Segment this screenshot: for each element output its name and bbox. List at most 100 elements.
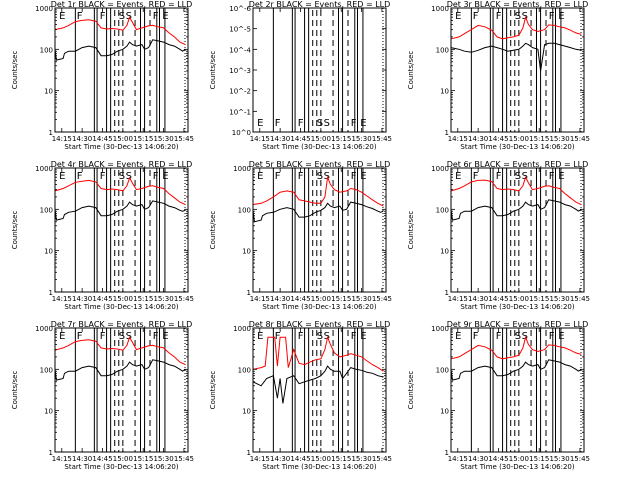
x-tick-label: 14:45 bbox=[488, 135, 508, 143]
x-tick-label: 14:45 bbox=[488, 295, 508, 303]
flag-label: F bbox=[351, 118, 357, 129]
x-tick-label: 15:30 bbox=[153, 455, 173, 463]
y-tick-label: 10 bbox=[440, 248, 449, 256]
y-tick-label: 10^-1 bbox=[229, 108, 251, 116]
y-tick-label: 100 bbox=[40, 46, 53, 54]
y-tick-label: 1 bbox=[49, 129, 53, 137]
y-tick-label: 1 bbox=[247, 449, 251, 457]
flag-label: F bbox=[549, 171, 555, 182]
x-tick-label: 14:15 bbox=[250, 135, 270, 143]
x-tick-label: 15:00 bbox=[113, 455, 133, 463]
x-tick-label: 15:45 bbox=[174, 455, 194, 463]
series-lld-line bbox=[54, 15, 186, 46]
flag-label: F bbox=[275, 331, 281, 342]
flag-label: S bbox=[324, 171, 330, 182]
plot-frame bbox=[54, 167, 189, 293]
x-tick-label: 15:45 bbox=[372, 455, 392, 463]
y-axis-label: Counts/sec bbox=[11, 371, 19, 410]
series-lld-line bbox=[450, 15, 582, 40]
x-tick-label: 14:30 bbox=[468, 295, 488, 303]
flag-label: F bbox=[473, 331, 479, 342]
series-events-line bbox=[252, 201, 384, 223]
x-tick-label: 15:45 bbox=[174, 135, 194, 143]
flag-label: F bbox=[77, 11, 83, 22]
chart-title: Det 3r BLACK = Events, RED = LLD bbox=[447, 0, 589, 9]
x-tick-label: 14:45 bbox=[92, 455, 112, 463]
flag-label: S bbox=[522, 331, 528, 342]
series-events-line bbox=[252, 365, 384, 404]
y-tick-label: 1000 bbox=[431, 325, 449, 333]
series-lld-line bbox=[54, 176, 186, 206]
x-tick-label: 14:45 bbox=[290, 135, 310, 143]
flag-label: E bbox=[455, 171, 461, 182]
x-tick-label: 15:45 bbox=[372, 295, 392, 303]
y-tick-label: 1 bbox=[445, 449, 449, 457]
flag-label: E bbox=[257, 331, 263, 342]
flag-label: F bbox=[351, 171, 357, 182]
chart-title: Det 4r BLACK = Events, RED = LLD bbox=[51, 160, 193, 169]
flag-label: F bbox=[153, 331, 159, 342]
flag-label: E bbox=[360, 171, 366, 182]
y-tick-label: 1000 bbox=[35, 5, 53, 13]
flag-label: F bbox=[473, 11, 479, 22]
y-tick-label: 1000 bbox=[431, 165, 449, 173]
x-tick-label: 14:15 bbox=[52, 135, 72, 143]
x-axis-label: Start Time (30-Dec-13 14:06:20) bbox=[64, 303, 178, 311]
flag-label: E bbox=[257, 171, 263, 182]
chart-title: Det 8r BLACK = Events, RED = LLD bbox=[249, 320, 391, 329]
flag-label: S bbox=[119, 11, 125, 22]
x-tick-label: 14:45 bbox=[488, 455, 508, 463]
y-tick-label: 100 bbox=[436, 206, 449, 214]
y-tick-label: 100 bbox=[436, 46, 449, 54]
y-tick-label: 100 bbox=[238, 206, 251, 214]
x-tick-label: 15:15 bbox=[133, 455, 153, 463]
flag-label: E bbox=[59, 11, 65, 22]
flag-label: F bbox=[549, 331, 555, 342]
flag-label: S bbox=[317, 331, 323, 342]
x-tick-label: 15:30 bbox=[153, 295, 173, 303]
x-tick-label: 14:45 bbox=[92, 135, 112, 143]
x-tick-label: 14:45 bbox=[290, 455, 310, 463]
x-tick-label: 15:30 bbox=[351, 135, 371, 143]
flag-label: E bbox=[162, 331, 168, 342]
x-axis-label: Start Time (30-Dec-13 14:06:20) bbox=[262, 143, 376, 151]
flag-label: E bbox=[257, 118, 263, 129]
y-tick-label: 1000 bbox=[35, 325, 53, 333]
flag-label: S bbox=[515, 331, 521, 342]
plot-frame bbox=[54, 327, 189, 453]
chart-title: Det 1r BLACK = Events, RED = LLD bbox=[51, 0, 193, 9]
y-tick-label: 10^-2 bbox=[229, 88, 251, 96]
y-axis-label: Counts/sec bbox=[209, 211, 217, 250]
flag-label: F bbox=[473, 171, 479, 182]
x-tick-label: 14:45 bbox=[92, 295, 112, 303]
flag-label: S bbox=[317, 171, 323, 182]
x-tick-label: 15:30 bbox=[351, 455, 371, 463]
series-events-line bbox=[450, 199, 582, 221]
y-tick-label: 10 bbox=[44, 248, 53, 256]
flag-label: S bbox=[324, 331, 330, 342]
x-tick-label: 14:45 bbox=[290, 295, 310, 303]
flag-label: E bbox=[360, 331, 366, 342]
flag-label: S bbox=[515, 11, 521, 22]
series-lld-line bbox=[252, 175, 384, 207]
flag-label: F bbox=[496, 331, 502, 342]
x-tick-label: 14:30 bbox=[468, 135, 488, 143]
flag-label: E bbox=[59, 331, 65, 342]
series-lld-line bbox=[252, 335, 384, 372]
flag-label: S bbox=[515, 171, 521, 182]
x-tick-label: 15:00 bbox=[509, 455, 529, 463]
x-tick-label: 15:45 bbox=[570, 135, 590, 143]
y-axis-label: Counts/sec bbox=[407, 211, 415, 250]
x-tick-label: 15:45 bbox=[372, 135, 392, 143]
x-tick-label: 15:45 bbox=[570, 295, 590, 303]
series-events-line bbox=[54, 39, 186, 61]
x-tick-label: 14:15 bbox=[52, 295, 72, 303]
flag-label: F bbox=[298, 171, 304, 182]
series-lld-line bbox=[450, 175, 582, 206]
x-tick-label: 14:15 bbox=[250, 455, 270, 463]
x-tick-label: 15:00 bbox=[311, 135, 331, 143]
